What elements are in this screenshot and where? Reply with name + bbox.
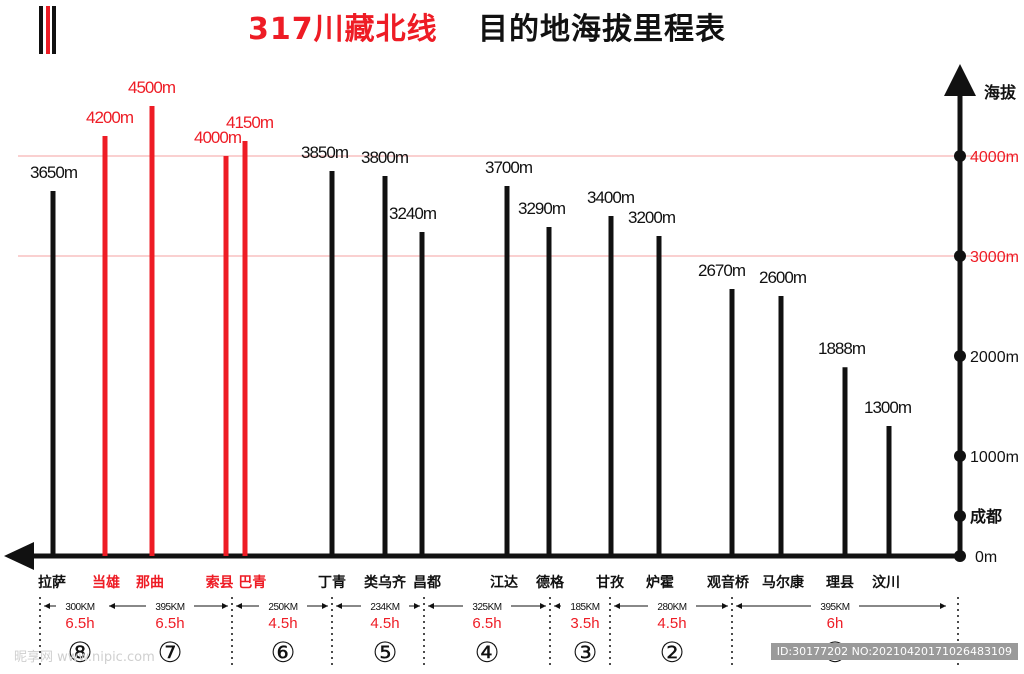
- x-axis-arrow: [4, 542, 34, 570]
- segment-distance-bg-6: [648, 599, 696, 613]
- segment-arrow-right-3: [414, 603, 420, 609]
- segment-distance-3: 234KM: [370, 602, 399, 613]
- category-label-14: 汶川: [872, 574, 900, 591]
- watermark-left: 昵享网 www.nipic.com: [14, 650, 155, 665]
- segment-arrow-left-4: [428, 603, 434, 609]
- segment-arrow-right-6: [722, 603, 728, 609]
- segment-stage-6: ②: [659, 636, 684, 669]
- value-label-当雄: 4200m: [86, 108, 134, 127]
- segment-duration-0: 6.5h: [65, 615, 94, 632]
- category-label-9: 甘孜: [596, 574, 625, 591]
- segment-distance-0: 300KM: [65, 602, 94, 613]
- segment-stage-4: ④: [474, 636, 499, 669]
- y-tick-label-1: 成都: [970, 507, 1002, 526]
- y-tick-dot-5: [954, 150, 966, 162]
- category-label-10: 炉霍: [646, 574, 674, 591]
- value-label-甘孜: 3400m: [587, 188, 635, 207]
- value-label-类乌齐: 3800m: [361, 148, 409, 167]
- y-tick-dot-1: [954, 510, 966, 522]
- category-label-2: 那曲: [136, 574, 164, 591]
- segment-duration-7: 6h: [827, 615, 844, 632]
- segment-duration-3: 4.5h: [370, 615, 399, 632]
- segment-arrow-right-4: [540, 603, 546, 609]
- category-label-3: 索县 巴青: [206, 574, 267, 591]
- segment-stage-2: ⑥: [270, 636, 295, 669]
- page-title: 317川藏北线 目的地海拔里程表: [0, 0, 1024, 50]
- segment-arrow-left-6: [614, 603, 620, 609]
- decor-stripe-red: [46, 6, 50, 54]
- segment-arrow-left-5: [554, 603, 560, 609]
- value-label-汶川: 1300m: [864, 398, 912, 417]
- y-tick-dot-3: [954, 350, 966, 362]
- segment-distance-6: 280KM: [657, 602, 686, 613]
- segment-distance-bg-0: [56, 599, 104, 613]
- segment-stage-1: ⑦: [157, 636, 182, 669]
- segment-arrow-left-3: [336, 603, 342, 609]
- value-label-观音桥: 2670m: [698, 261, 746, 280]
- category-label-13: 理县: [826, 575, 854, 591]
- category-label-11: 观音桥: [707, 574, 750, 591]
- y-axis-arrow: [944, 64, 976, 96]
- value-label-德格: 3290m: [518, 199, 566, 218]
- value-label-巴青: 4150m: [226, 113, 274, 132]
- segment-distance-5: 185KM: [570, 602, 599, 613]
- value-label-那曲: 4500m: [128, 78, 176, 97]
- category-label-4: 丁青: [318, 574, 346, 591]
- segment-distance-bg-1: [146, 599, 194, 613]
- segment-distance-bg-7: [811, 599, 859, 613]
- segment-stage-5: ③: [572, 636, 597, 669]
- segment-duration-2: 4.5h: [268, 615, 297, 632]
- category-label-8: 德格: [536, 574, 565, 591]
- category-label-6: 昌都: [413, 575, 441, 591]
- y-tick-label-5: 4000m: [970, 149, 1019, 166]
- segment-distance-bg-4: [463, 599, 511, 613]
- category-label-7: 江达: [490, 574, 518, 591]
- title-black-part: 目的地海拔里程表: [478, 12, 726, 47]
- value-label-江达: 3700m: [485, 158, 533, 177]
- segment-distance-7: 395KM: [820, 602, 849, 613]
- segment-duration-4: 6.5h: [472, 615, 501, 632]
- segment-arrow-right-2: [322, 603, 328, 609]
- segment-arrow-right-7: [940, 603, 946, 609]
- value-label-索县: 4000m: [194, 128, 242, 147]
- category-label-5: 类乌齐: [364, 574, 407, 591]
- segment-arrow-left-1: [109, 603, 115, 609]
- segment-duration-5: 3.5h: [570, 615, 599, 632]
- segment-distance-4: 325KM: [472, 602, 501, 613]
- value-label-昌都: 3240m: [389, 204, 437, 223]
- segment-distance-1: 395KM: [155, 602, 184, 613]
- segment-distance-2: 250KM: [268, 602, 297, 613]
- segment-stage-3: ⑤: [372, 636, 397, 669]
- y-tick-label-3: 2000m: [970, 349, 1019, 366]
- y-tick-label-0: 0m: [975, 549, 997, 566]
- segment-arrow-left-2: [236, 603, 242, 609]
- y-axis-label: 海拔: [984, 83, 1017, 102]
- value-label-马尔康: 2600m: [759, 268, 807, 287]
- segment-duration-1: 6.5h: [155, 615, 184, 632]
- decor-stripe-black: [39, 6, 43, 54]
- segment-arrow-right-1: [222, 603, 228, 609]
- y-tick-label-2: 1000m: [970, 449, 1019, 466]
- title-red-part: 317川藏北线: [248, 12, 438, 47]
- segment-distance-bg-5: [561, 599, 609, 613]
- value-label-拉萨: 3650m: [30, 163, 78, 182]
- segment-distance-bg-3: [361, 599, 409, 613]
- watermark-right: ID:30177202 NO:20210420171026483109: [770, 643, 1018, 660]
- value-label-理县: 1888m: [818, 339, 866, 358]
- y-tick-dot-4: [954, 250, 966, 262]
- y-tick-dot-2: [954, 450, 966, 462]
- segment-duration-6: 4.5h: [657, 615, 686, 632]
- segment-arrow-left-0: [44, 603, 50, 609]
- category-label-1: 当雄: [92, 574, 120, 591]
- segment-distance-bg-2: [259, 599, 307, 613]
- segment-arrow-left-7: [736, 603, 742, 609]
- category-label-0: 拉萨: [38, 574, 66, 591]
- segment-stage-0: ⑧: [67, 636, 92, 669]
- category-label-12: 马尔康: [762, 574, 805, 591]
- value-label-丁青: 3850m: [301, 143, 349, 162]
- y-tick-label-4: 3000m: [970, 249, 1019, 266]
- value-label-炉霍: 3200m: [628, 208, 676, 227]
- decor-stripe-black-2: [52, 6, 56, 54]
